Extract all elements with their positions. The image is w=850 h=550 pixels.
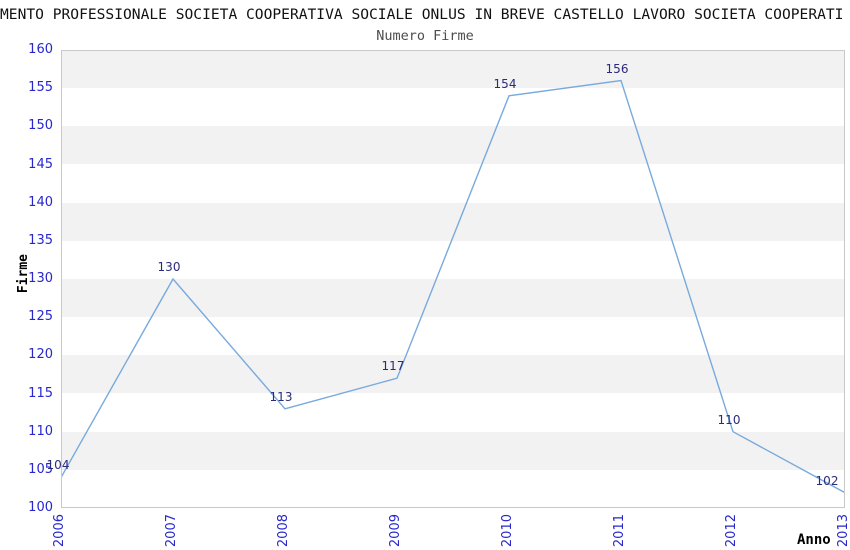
- x-tick-label: 2006: [52, 514, 67, 548]
- data-point-label: 110: [717, 412, 741, 427]
- y-tick-label: 145: [28, 156, 53, 172]
- x-tick-label: 2012: [724, 514, 739, 548]
- plot-band: [61, 431, 845, 470]
- y-tick-label: 155: [28, 80, 53, 96]
- x-tick-label: 2013: [836, 514, 850, 548]
- data-point-label: 130: [157, 260, 181, 274]
- y-tick-label: 140: [28, 194, 53, 210]
- y-tick-label: 105: [28, 461, 53, 477]
- chart-subtitle: Numero Firme: [376, 28, 474, 44]
- plot-band: [61, 202, 845, 241]
- y-tick-label: 100: [28, 500, 53, 515]
- y-tick-label: 120: [28, 347, 53, 363]
- data-point-label: 102: [815, 473, 839, 488]
- x-tick-label: 2010: [500, 514, 515, 548]
- line-chart-svg: [61, 79, 845, 494]
- x-tick-label: 2011: [612, 514, 627, 548]
- y-tick-label: 135: [28, 232, 53, 248]
- y-tick-label: 115: [28, 385, 53, 401]
- y-tick-label: 125: [28, 309, 53, 325]
- plot-band: [61, 126, 845, 165]
- x-tick-label: 2007: [164, 514, 179, 548]
- data-point-label: 156: [605, 61, 629, 76]
- x-tick-label: 2008: [276, 514, 291, 548]
- x-axis-title: Anno: [797, 532, 831, 548]
- plot-band: [61, 50, 845, 89]
- y-tick-label: 150: [28, 118, 53, 134]
- x-tick-label: 2009: [388, 514, 403, 548]
- plot-band: [61, 279, 845, 318]
- data-point-label: 113: [269, 389, 293, 404]
- chart-title: MENTO PROFESSIONALE SOCIETA COOPERATIVA …: [0, 6, 844, 23]
- data-point-label: 117: [381, 359, 405, 374]
- y-tick-label: 110: [28, 423, 53, 439]
- y-tick-label: 160: [28, 42, 53, 57]
- plot-area: [61, 50, 845, 508]
- data-point-label: 154: [493, 76, 517, 91]
- data-point-label: 104: [46, 458, 70, 473]
- y-tick-label: 130: [28, 271, 53, 286]
- line-series: [61, 79, 845, 494]
